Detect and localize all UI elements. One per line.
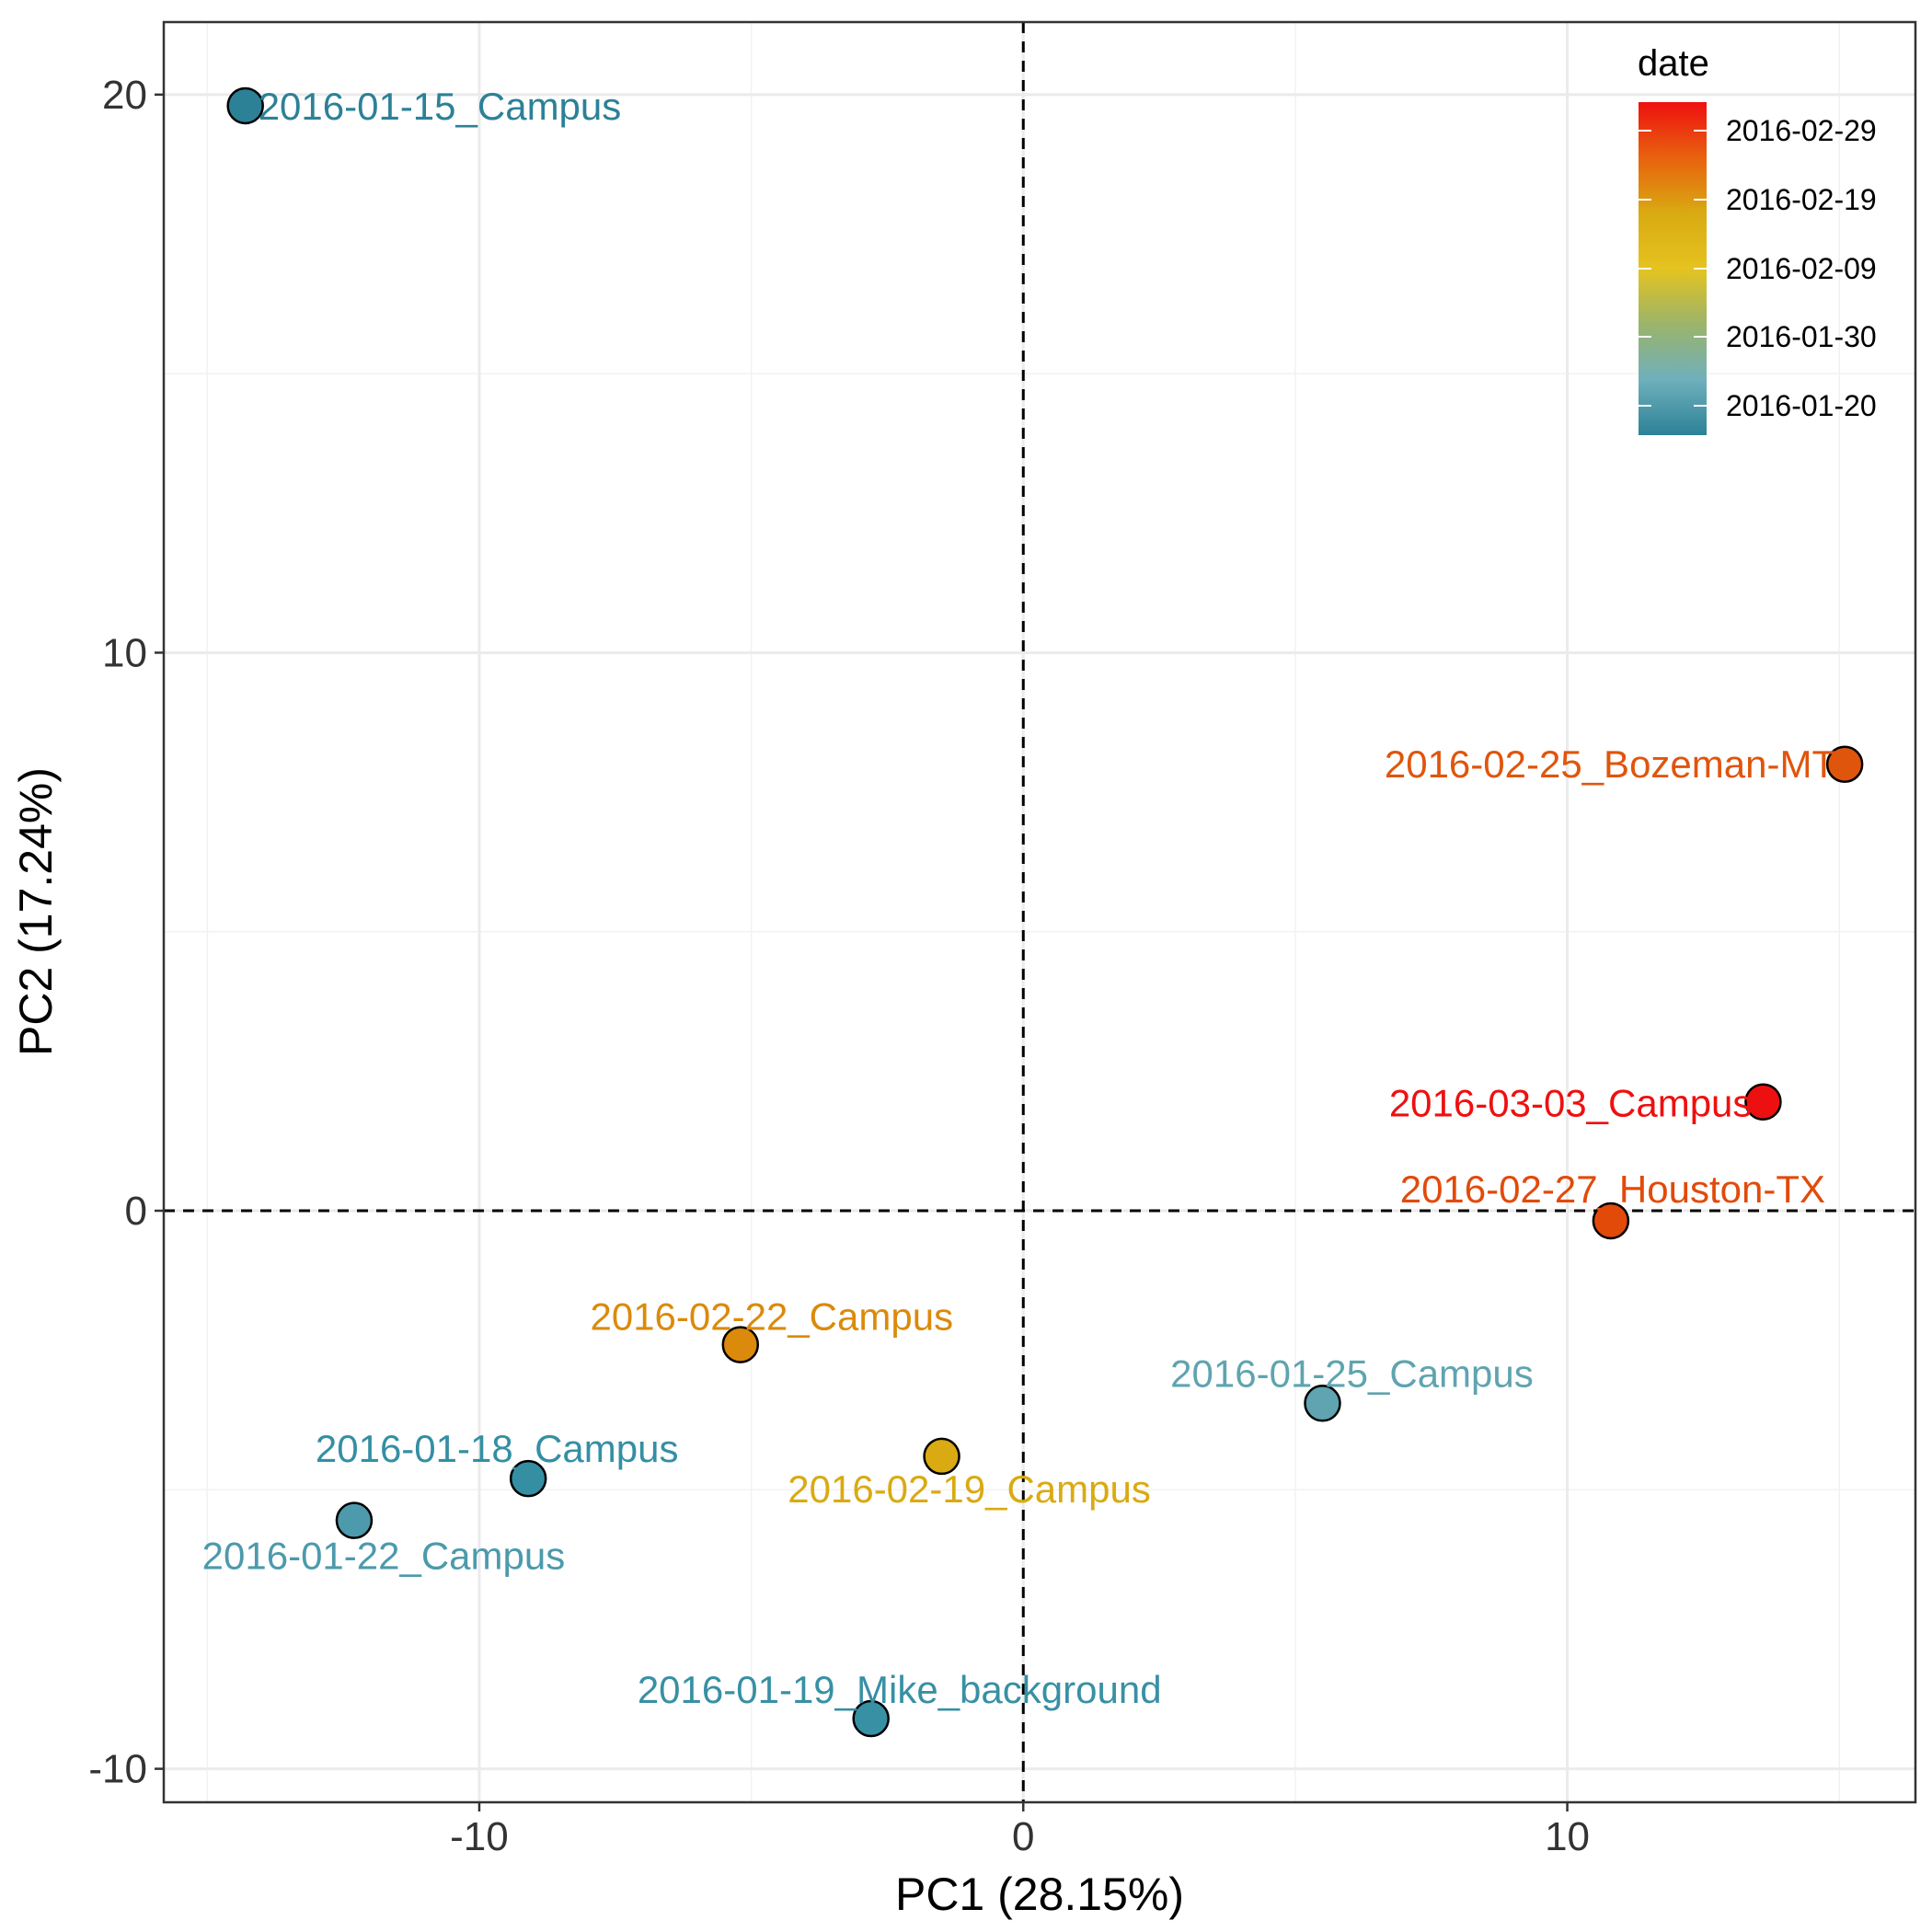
y-tick-label: -10	[88, 1747, 147, 1792]
x-tick-label: -10	[450, 1814, 509, 1859]
plot-border	[162, 20, 1917, 1804]
data-point	[1744, 1083, 1782, 1121]
data-point	[335, 1501, 374, 1539]
data-points	[226, 86, 1864, 1738]
y-tick-label: 10	[102, 630, 147, 675]
y-tick-label: 0	[125, 1189, 147, 1234]
data-point	[923, 1437, 960, 1476]
point-label: 2016-01-18_Campus	[316, 1427, 679, 1470]
axis-ticks: -10 0 10 -10 0 10 20	[88, 73, 1590, 1859]
plot-background	[164, 22, 1915, 1802]
legend: date 2016-02-292016-02-192016-02-092016-…	[1638, 43, 1877, 435]
point-label: 2016-01-19_Mike_background	[638, 1668, 1162, 1711]
data-point	[852, 1699, 890, 1738]
point-label: 2016-03-03_Campus	[1389, 1082, 1753, 1125]
legend-label: 2016-01-30	[1726, 320, 1877, 353]
point-label: 2016-01-22_Campus	[202, 1535, 566, 1578]
x-axis-title: PC1 (28.15%)	[895, 1869, 1184, 1920]
legend-ticks: 2016-02-29 2016-02-19 2016-02-09 2016-01-30…	[1639, 114, 1877, 422]
y-tick-label: 20	[102, 73, 147, 118]
data-point	[1825, 745, 1864, 784]
legend-label: 2016-01-20	[1726, 389, 1877, 422]
point-label: 2016-02-19_Campus	[788, 1467, 1151, 1511]
legend-label: 2016-02-09	[1726, 252, 1877, 285]
legend-title: date	[1638, 43, 1709, 84]
point-label: 2016-02-22_Campus	[590, 1295, 953, 1339]
x-tick-label: 10	[1545, 1814, 1590, 1859]
point-label: 2016-01-15_Campus	[259, 85, 622, 128]
data-point	[1592, 1202, 1630, 1240]
point-labels: 2016-01-15_Campus 2016-02-25_Bozeman-MT 20…	[202, 85, 1835, 1711]
point-label: 2016-02-25_Bozeman-MT	[1385, 742, 1835, 786]
legend-label: 2016-02-19	[1726, 183, 1877, 216]
y-axis-title: PC2 (17.24%)	[10, 767, 62, 1056]
data-point	[226, 86, 264, 125]
data-point	[721, 1326, 760, 1363]
legend-label: 2016-02-29	[1726, 114, 1877, 147]
x-tick-label: 0	[1012, 1814, 1034, 1859]
point-label: 2016-02-27_Houston-TX	[1400, 1167, 1825, 1211]
point-label: 2016-01-25_Campus	[1170, 1351, 1534, 1395]
data-point	[1304, 1385, 1341, 1422]
data-point	[509, 1459, 547, 1498]
